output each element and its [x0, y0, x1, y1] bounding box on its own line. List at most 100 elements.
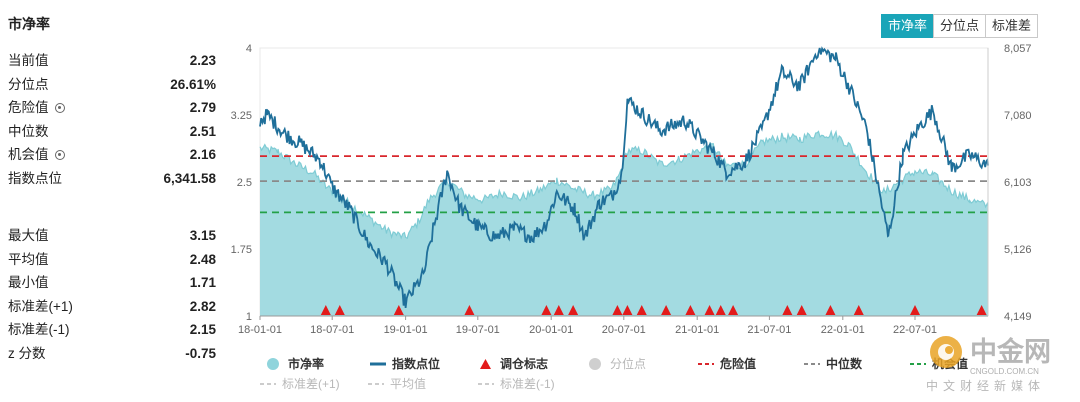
gear-icon[interactable]	[54, 150, 65, 160]
tab-percentile[interactable]: 分位点	[933, 14, 987, 38]
stat-value: 2.15	[189, 322, 216, 337]
stat-value: 26.61%	[170, 76, 216, 92]
y-left-tick-label: 2.5	[237, 177, 252, 189]
x-tick-label: 19-07-01	[456, 324, 500, 336]
rebalance-marker	[704, 305, 715, 315]
legend-item[interactable]: 指数点位	[370, 356, 440, 371]
rebalance-marker	[393, 305, 404, 315]
stat-row: 最大值 3.15	[8, 225, 216, 247]
stat-value: 2.48	[189, 251, 216, 267]
series-pb-line	[259, 129, 989, 240]
series-index-line	[259, 46, 989, 309]
legend-label: 市净率	[288, 356, 324, 371]
legend-item[interactable]: 分位点	[589, 356, 646, 371]
gear-icon[interactable]	[54, 103, 65, 113]
stat-label: 中位数	[8, 123, 49, 139]
x-tick-label: 22-01-01	[821, 324, 865, 336]
panel-title: 市净率	[8, 16, 50, 32]
stat-label: z 分数	[8, 345, 46, 361]
rebalance-marker	[728, 305, 739, 315]
y-right-tick-label: 7,080	[1004, 110, 1032, 122]
legend-label: 危险值	[719, 356, 756, 371]
series-pb-area	[260, 131, 988, 316]
x-tick-label: 19-01-01	[384, 324, 428, 336]
watermark: 中金网 CNGOLD.COM.CN 中文财经新媒体	[918, 328, 1078, 398]
watermark-brand: 中金网	[970, 336, 1051, 368]
stat-row: 标准差(-1) 2.15	[8, 319, 216, 341]
x-tick-label: 18-07-01	[310, 324, 354, 336]
legend-label: 调仓标志	[500, 356, 548, 371]
stat-value: 2.82	[189, 298, 216, 314]
rebalance-marker	[622, 305, 633, 315]
watermark-tagline: 中文财经新媒体	[926, 378, 1045, 393]
stat-value: 2.16	[189, 147, 216, 162]
legend-dot-icon	[589, 358, 601, 370]
legend-item[interactable]: 调仓标志	[480, 356, 548, 371]
rebalance-marker	[715, 305, 726, 315]
legend-item[interactable]: 平均值	[368, 376, 426, 391]
stats-panel: 市净率 当前值 2.23 分位点 26.61% 危险值 2.79 中位数 2.51 机会值 2.1…	[0, 0, 230, 402]
stat-value: 3.15	[189, 228, 216, 243]
legend-item[interactable]: 标准差(+1)	[260, 377, 340, 391]
stat-label: 危险值	[8, 97, 65, 119]
rebalance-marker	[782, 305, 793, 315]
watermark-domain: CNGOLD.COM.CN	[970, 367, 1039, 376]
rebalance-marker	[541, 305, 552, 315]
stat-label: 标准差(+1)	[8, 298, 73, 314]
stat-value: 2.79	[189, 100, 216, 115]
rebalance-marker	[553, 305, 564, 315]
x-tick-label: 21-07-01	[747, 324, 791, 336]
legend-label: 标准差(-1)	[500, 377, 555, 391]
stat-label: 最小值	[8, 275, 49, 290]
rebalance-marker	[612, 305, 623, 315]
stat-value: 2.23	[189, 53, 216, 68]
stat-label: 标准差(-1)	[8, 322, 70, 337]
stat-label: 指数点位	[8, 170, 62, 186]
y-right-tick-label: 5,126	[1004, 244, 1032, 256]
rebalance-marker	[685, 305, 696, 315]
stat-label: 机会值	[8, 144, 65, 166]
legend-dot-icon	[267, 358, 279, 370]
rebalance-marker	[976, 305, 987, 315]
rebalance-marker	[334, 305, 345, 315]
rebalance-marker	[464, 305, 475, 315]
stat-value: 6,341.58	[163, 170, 216, 186]
rebalance-marker	[825, 305, 836, 315]
y-left-tick-label: 4	[246, 43, 252, 55]
tab-pb[interactable]: 市净率	[881, 14, 935, 38]
legend-item[interactable]: 标准差(-1)	[478, 377, 555, 391]
rebalance-marker	[320, 305, 331, 315]
stat-label: 最大值	[8, 228, 49, 243]
legend-triangle-icon	[480, 359, 491, 369]
legend-label: 分位点	[610, 356, 646, 371]
stat-row: z 分数 -0.75	[8, 343, 216, 365]
legend-label: 中位数	[826, 356, 863, 371]
rebalance-marker	[661, 305, 672, 315]
tab-stddev[interactable]: 标准差	[985, 14, 1039, 38]
x-tick-label: 20-07-01	[602, 324, 646, 336]
x-tick-label: 21-01-01	[675, 324, 719, 336]
y-right-tick-label: 6,103	[1004, 177, 1032, 189]
stat-row: 机会值 2.16	[8, 144, 216, 166]
y-left-tick-label: 1	[246, 311, 252, 323]
legend-item[interactable]: 中位数	[804, 356, 863, 371]
rebalance-marker	[568, 305, 579, 315]
legend-item[interactable]: 市净率	[267, 356, 324, 371]
y-left-tick-label: 3.25	[231, 110, 252, 122]
y-right-tick-label: 8,057	[1004, 43, 1032, 55]
metric-tabs: 市净率 分位点 标准差	[881, 14, 1039, 38]
stat-row: 指数点位 6,341.58	[8, 168, 216, 190]
legend-item[interactable]: 危险值	[698, 356, 756, 371]
rebalance-marker	[796, 305, 807, 315]
stat-row: 中位数 2.51	[8, 121, 216, 143]
legend-label: 指数点位	[392, 356, 440, 371]
legend-label: 标准差(+1)	[282, 377, 340, 391]
stat-label: 分位点	[8, 76, 49, 92]
stat-value: -0.75	[185, 345, 216, 361]
stat-value: 1.71	[189, 275, 216, 290]
legend-label: 平均值	[390, 376, 426, 391]
x-tick-label: 18-01-01	[238, 324, 282, 336]
y-left-tick-label: 1.75	[231, 244, 252, 256]
rebalance-marker	[853, 305, 864, 315]
x-tick-label: 20-01-01	[529, 324, 573, 336]
